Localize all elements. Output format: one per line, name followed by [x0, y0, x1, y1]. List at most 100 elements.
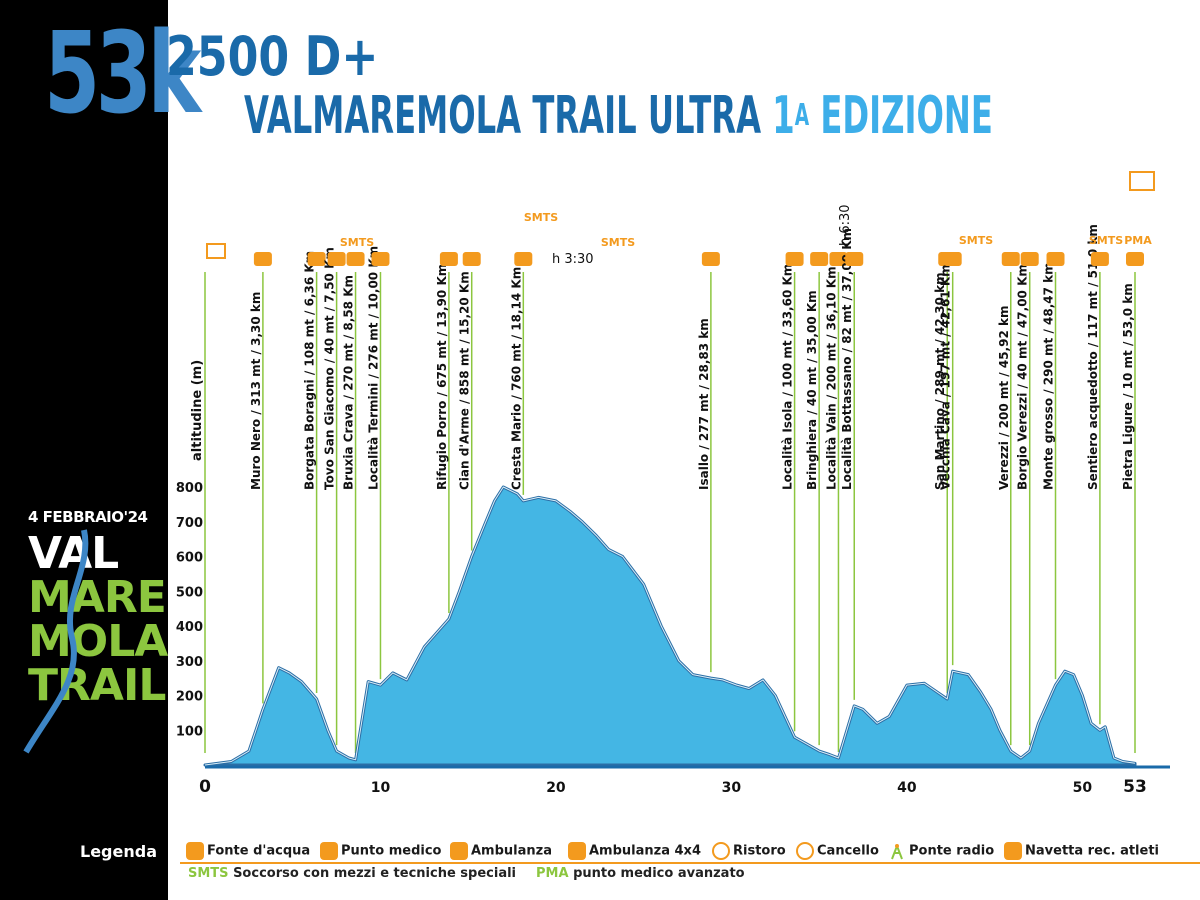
- cutoff-label-1: h 3:30: [552, 252, 594, 267]
- food-icon: [712, 842, 730, 860]
- aid-station-icon: [514, 252, 533, 266]
- aid-station-icon: [1126, 252, 1144, 266]
- aid-station-label: Verezzi / 200 mt / 45,92 km: [997, 306, 1011, 490]
- smts-label: SMTS: [524, 211, 558, 224]
- aid-station-label: Località Vain / 200 mt / 36,10 Km: [824, 266, 838, 490]
- aid-station-label: Cian d'Arme / 858 mt / 15,20 Km: [458, 271, 472, 490]
- aid-station-icon: [701, 252, 720, 266]
- aid-station-label: Bringhiera / 40 mt / 35,00 Km: [805, 290, 819, 490]
- legend: Legenda Fonte d'acqua Punto medico Ambul…: [80, 838, 1200, 898]
- aid-station-label: Sentiero acquedotto / 117 mt / 51,0 km: [1086, 224, 1100, 490]
- logo-river-icon: [23, 529, 89, 754]
- aid-station-label: Pietra Ligure / 10 mt / 53,0 km: [1121, 283, 1135, 490]
- race-logo: 4 FEBBRAIO'24 VAL MARE MOLA TRAIL: [22, 508, 168, 758]
- legend-smts: SMTS Soccorso con mezzi e tecniche speci…: [188, 866, 517, 881]
- edition-number: 1: [772, 86, 795, 146]
- ambulance-4x4-icon: [568, 842, 586, 860]
- y-axis-label: altitudine (m): [190, 360, 205, 461]
- x-tick-label: 53: [1123, 777, 1147, 797]
- edition-word: EDIZIONE: [820, 86, 993, 146]
- aid-station-label: Località Termini / 276 mt / 10,00 Km: [366, 246, 380, 490]
- legend-item-ambulance: Ambulanza: [450, 842, 552, 860]
- water-icon: [186, 842, 204, 860]
- x-tick-label: 30: [722, 780, 742, 796]
- y-tick-label: 300: [176, 655, 203, 670]
- aid-station-icon: [462, 252, 481, 266]
- edition-sup: A: [794, 98, 810, 133]
- aid-station-icon: [829, 252, 848, 266]
- aid-station-label: Monte grosso / 290 mt / 48,47 km: [1042, 262, 1056, 490]
- legend-item-medical: Punto medico: [320, 842, 441, 860]
- cutoff-label-2: h 6:30: [838, 204, 853, 246]
- aid-station-label: Borgio Verezzi / 40 mt / 47,00 Km: [1016, 264, 1030, 490]
- ambulance-icon: [450, 842, 468, 860]
- legend-item-timer: Cancello: [796, 842, 879, 860]
- bus-icon: [1004, 842, 1022, 860]
- logo-line-1: VAL: [28, 528, 119, 579]
- elevation-line-highlight: [204, 486, 1136, 766]
- aid-station-icon: [943, 252, 962, 266]
- aid-station-label: Località Isola / 100 mt / 33,60 Km: [781, 264, 795, 490]
- legend-item-ambulance-4x4: Ambulanza 4x4: [568, 842, 701, 860]
- aid-station-label: San Martino / 289 mt / 42,30 km: [933, 272, 947, 490]
- smts-label: SMTS: [340, 236, 374, 249]
- aid-station-icon: [1020, 252, 1039, 266]
- x-tick-label: 0: [199, 777, 211, 797]
- x-tick-label: 20: [546, 780, 566, 796]
- aid-station-icon: [1090, 252, 1109, 266]
- aid-station-icon: [1001, 252, 1020, 266]
- y-tick-label: 200: [176, 690, 203, 705]
- aid-station-icon: [371, 252, 390, 266]
- legend-item-bus: Navetta rec. atleti: [1004, 842, 1159, 860]
- y-tick-label: 700: [176, 516, 203, 531]
- aid-station-label: Muro Nero / 313 mt / 3,30 km: [249, 292, 263, 490]
- legend-item-food: Ristoro: [712, 842, 786, 860]
- start-flag-icon: [206, 243, 226, 259]
- y-tick-label: 800: [176, 481, 203, 496]
- logo-date: 4 FEBBRAIO'24: [28, 508, 148, 526]
- aid-station-icon: [253, 252, 272, 266]
- aid-station-icon: [307, 252, 326, 266]
- legend-divider: [180, 862, 1200, 864]
- timer-icon: [796, 842, 814, 860]
- smts-label: SMTS: [601, 236, 635, 249]
- aid-station-label: Località Bottassano / 82 mt / 37,00 Km: [840, 228, 854, 490]
- aid-station-label: Bruxia Crava / 270 mt / 8,58 Km: [342, 275, 356, 490]
- x-tick-label: 10: [371, 780, 391, 796]
- legend-item-radio: Ponte radio: [888, 842, 994, 860]
- y-tick-label: 400: [176, 620, 203, 635]
- aid-station-label: Cresta Mario / 760 mt / 18,14 Km: [509, 267, 523, 490]
- radio-tower-icon: [888, 842, 906, 860]
- legend-pma: PMA punto medico avanzato: [536, 866, 745, 881]
- aid-station-icon: [810, 252, 829, 266]
- aid-station-label: Isallo / 277 mt / 28,83 km: [697, 318, 711, 490]
- race-title: VALMAREMOLA TRAIL ULTRA 1A EDIZIONE: [244, 90, 993, 142]
- elevation-gain-title: 2500 D+: [166, 25, 379, 88]
- finish-flag-icon: [1129, 171, 1155, 191]
- aid-station-label: Rifugio Porro / 675 mt / 13,90 Km: [435, 264, 449, 490]
- aid-station-icon: [1046, 252, 1065, 266]
- logo-line-4: TRAIL: [28, 660, 166, 711]
- elevation-area: [203, 485, 1137, 767]
- aid-station-icon: [346, 252, 365, 266]
- x-tick-label: 40: [897, 780, 917, 796]
- aid-station-label: Tovo San Giacomo / 40 mt / 7,50 Km: [323, 247, 337, 490]
- y-tick-label: 600: [176, 551, 203, 566]
- aid-station-icon: [439, 252, 458, 266]
- medical-icon: [320, 842, 338, 860]
- aid-station-icon: [845, 252, 864, 266]
- race-name: VALMAREMOLA TRAIL ULTRA: [244, 86, 762, 146]
- y-tick-label: 500: [176, 585, 203, 600]
- legend-title: Legenda: [80, 842, 157, 861]
- aid-station-label: Vecchia Cava / 197 mt / 42,61 Km: [939, 264, 953, 490]
- aid-station-label: Borgata Boragni / 108 mt / 6,36 Km: [303, 251, 317, 490]
- pma-label: PMA: [1124, 234, 1152, 247]
- distance-title: 53k: [44, 9, 201, 139]
- logo-line-2: MARE: [28, 572, 167, 623]
- smts-label: SMTS: [959, 234, 993, 247]
- aid-station-icon: [785, 252, 804, 266]
- y-tick-label: 100: [176, 724, 203, 739]
- logo-line-3: MOLA: [28, 616, 168, 667]
- aid-station-icon: [327, 252, 346, 266]
